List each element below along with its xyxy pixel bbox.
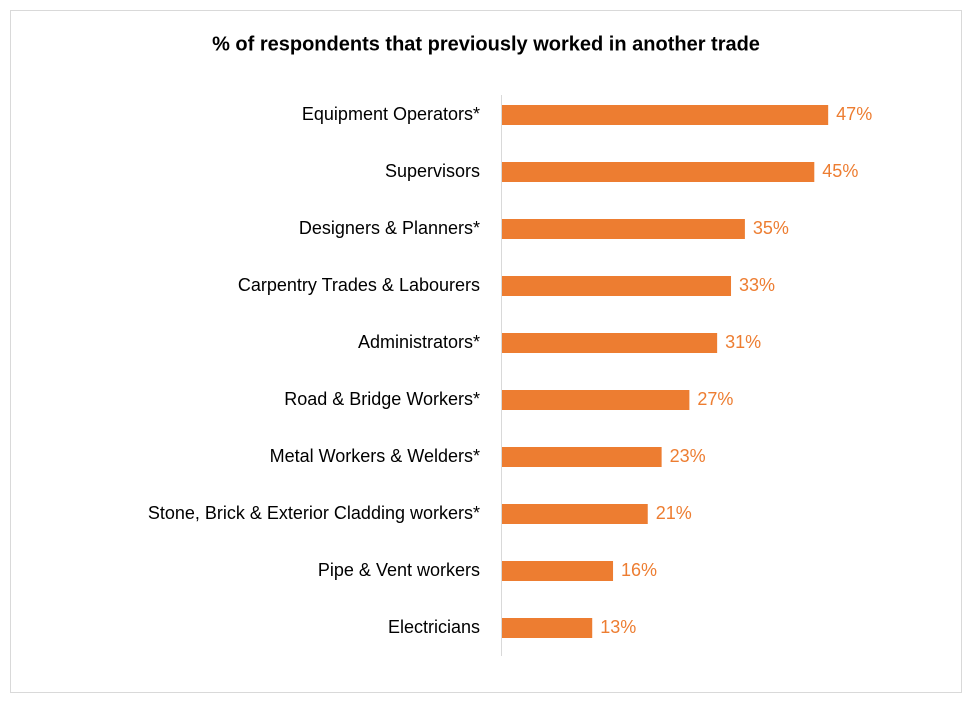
bar xyxy=(502,276,732,296)
category-label: Pipe & Vent workers xyxy=(318,560,480,580)
bar xyxy=(502,162,815,182)
value-label: 45% xyxy=(822,161,858,181)
value-label: 33% xyxy=(739,275,775,295)
category-label: Equipment Operators* xyxy=(302,104,480,124)
value-label: 31% xyxy=(725,332,761,352)
category-label: Metal Workers & Welders* xyxy=(270,446,480,466)
bar xyxy=(502,105,829,125)
bar xyxy=(502,333,718,353)
value-label: 21% xyxy=(656,503,692,523)
value-label: 27% xyxy=(697,389,733,409)
category-label: Electricians xyxy=(388,617,480,637)
bar xyxy=(502,390,690,410)
value-label: 35% xyxy=(753,218,789,238)
bar xyxy=(502,219,745,239)
bar xyxy=(502,447,662,467)
value-label: 16% xyxy=(621,560,657,580)
category-label: Administrators* xyxy=(358,332,480,352)
category-label: Supervisors xyxy=(385,161,480,181)
category-label: Stone, Brick & Exterior Cladding workers… xyxy=(148,503,480,523)
bar xyxy=(502,618,593,638)
category-label: Road & Bridge Workers* xyxy=(284,389,480,409)
value-label: 23% xyxy=(670,446,706,466)
category-label: Designers & Planners* xyxy=(299,218,480,238)
bar xyxy=(502,504,648,524)
value-label: 13% xyxy=(600,617,636,637)
value-label: 47% xyxy=(836,104,872,124)
bar xyxy=(502,561,614,581)
category-label: Carpentry Trades & Labourers xyxy=(238,275,480,295)
chart-title: % of respondents that previously worked … xyxy=(212,33,760,55)
